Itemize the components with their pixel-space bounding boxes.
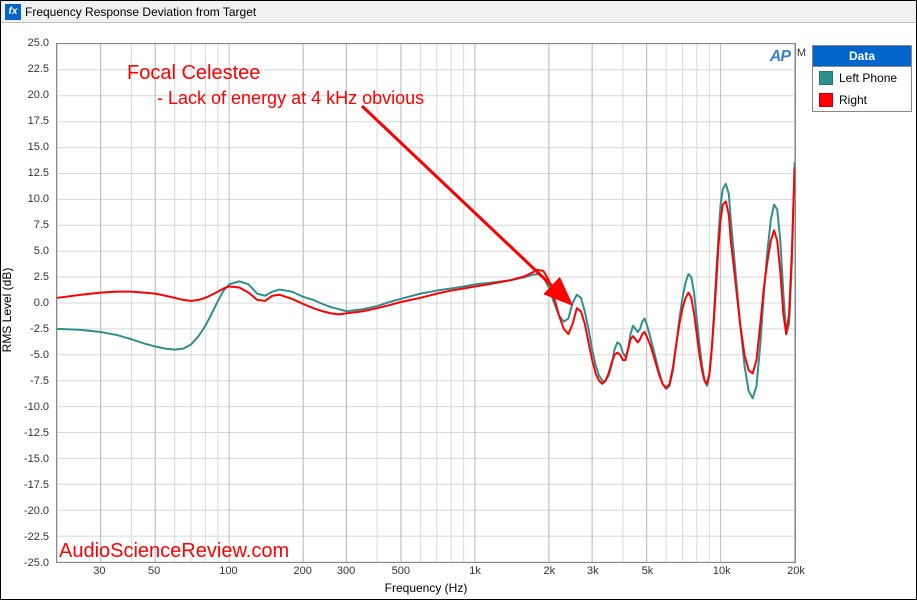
series-layer — [57, 44, 795, 562]
x-tick: 50 — [148, 565, 160, 577]
y-tick: 0.0 — [34, 297, 49, 309]
legend-swatch-left — [819, 71, 833, 85]
legend-panel: Data Left Phone Right — [812, 45, 912, 112]
ap-logo: AP — [770, 48, 790, 66]
y-tick: -10.0 — [24, 401, 49, 413]
y-tick: -2.5 — [30, 323, 49, 335]
y-tick: 15.0 — [28, 141, 49, 153]
y-tick: -20.0 — [24, 505, 49, 517]
x-axis-label: Frequency (Hz) — [385, 581, 468, 595]
plot-container: 25.0 22.5 20.0 17.5 15.0 12.5 10.0 7.5 5.0 2.5 0.0… — [1, 23, 806, 601]
x-tick: 30 — [93, 565, 105, 577]
legend-item-left: Left Phone — [813, 67, 911, 89]
x-tick: 5k — [642, 565, 654, 577]
y-tick: -5.0 — [30, 349, 49, 361]
y-tick: -12.5 — [24, 427, 49, 439]
y-tick: 20.0 — [28, 89, 49, 101]
x-tick: 500 — [392, 565, 410, 577]
y-tick: 10.0 — [28, 193, 49, 205]
window-title: Frequency Response Deviation from Target — [25, 5, 256, 19]
x-tick: 300 — [337, 565, 355, 577]
y-tick: 2.5 — [34, 271, 49, 283]
y-tick: 17.5 — [28, 115, 49, 127]
y-axis-label: RMS Level (dB) — [0, 268, 14, 353]
x-tick: 3k — [587, 565, 599, 577]
plot-area: AP Focal Celestee - Lack of energy at 4 … — [56, 43, 796, 563]
y-tick: 22.5 — [28, 63, 49, 75]
y-tick: 12.5 — [28, 167, 49, 179]
legend-item-right: Right — [813, 89, 911, 111]
fx-icon: fx — [5, 4, 21, 20]
x-tick: 100 — [219, 565, 237, 577]
y-tick: 25.0 — [28, 37, 49, 49]
legend-swatch-right — [819, 93, 833, 107]
x-tick: 1k — [469, 565, 481, 577]
x-axis: Frequency (Hz) 30 50 100 200 300 500 1k 2k 3k 5k 1… — [56, 563, 796, 601]
y-tick: -22.5 — [24, 531, 49, 543]
legend-label-right: Right — [839, 93, 867, 107]
series-right — [57, 168, 794, 388]
y-tick: 5.0 — [34, 245, 49, 257]
series-left — [57, 163, 794, 398]
y-tick: -15.0 — [24, 453, 49, 465]
x-tick: 10k — [713, 565, 731, 577]
y-tick: -7.5 — [30, 375, 49, 387]
y-tick: -25.0 — [24, 557, 49, 569]
x-tick: 200 — [293, 565, 311, 577]
main-area: 3/27/2021 10:19:52.666 PM 25.022.520.017… — [1, 23, 916, 599]
legend-label-left: Left Phone — [839, 71, 897, 85]
window-title-bar: fx Frequency Response Deviation from Tar… — [1, 1, 916, 23]
legend-header: Data — [813, 46, 911, 67]
x-tick: 2k — [544, 565, 556, 577]
x-tick: 20k — [787, 565, 805, 577]
y-tick: 7.5 — [34, 219, 49, 231]
y-tick: -17.5 — [24, 479, 49, 491]
